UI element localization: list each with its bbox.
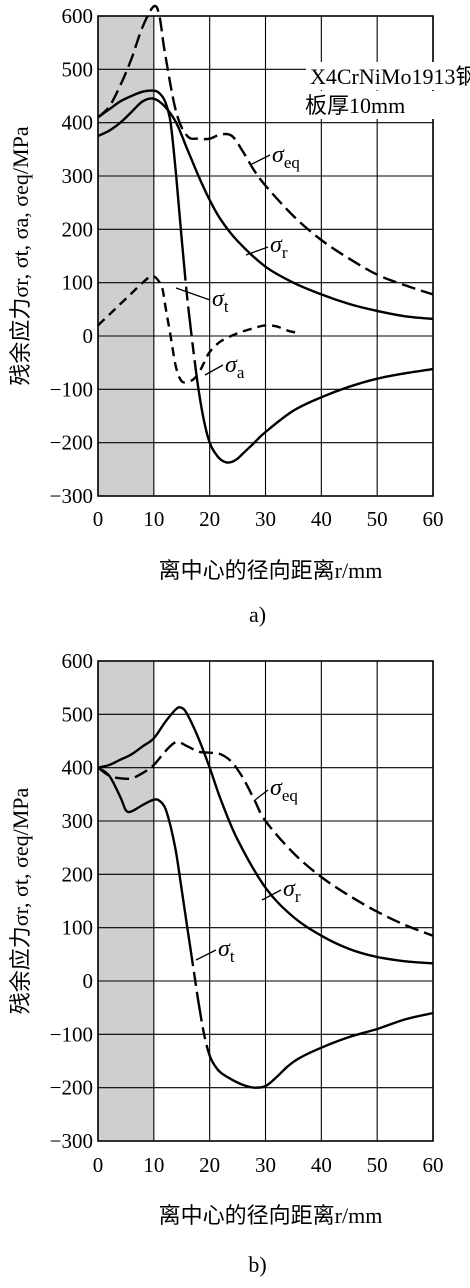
y-tick-label: 300 bbox=[62, 164, 94, 188]
series-line-a bbox=[97, 274, 300, 384]
x-tick-label: 60 bbox=[423, 507, 444, 531]
y-tick-label: 400 bbox=[62, 756, 94, 780]
y-tick-label: −100 bbox=[50, 377, 93, 401]
y-tick-label: 500 bbox=[62, 57, 94, 81]
plot-frame bbox=[97, 660, 434, 1142]
y-tick-label: −300 bbox=[50, 1129, 93, 1153]
x-tick-label: 60 bbox=[423, 1153, 444, 1177]
x-tick-label: 20 bbox=[199, 507, 220, 531]
x-tick-label: 20 bbox=[199, 1153, 220, 1177]
series-line-t bbox=[97, 89, 434, 464]
series-label-eq: σeq bbox=[270, 775, 298, 805]
series-label-leader bbox=[204, 364, 224, 376]
series-label-leader bbox=[254, 789, 269, 801]
x-tick-label: 10 bbox=[143, 1153, 164, 1177]
y-tick-label: −200 bbox=[50, 1076, 93, 1100]
y-axis-label: 残余应力σr, σt, σa, σeq/MPa bbox=[8, 126, 33, 385]
y-tick-label: 100 bbox=[62, 271, 94, 295]
series-line-r bbox=[97, 706, 434, 965]
annotation-bg bbox=[301, 91, 451, 119]
annotation-bg bbox=[306, 62, 456, 90]
x-tick-label: 40 bbox=[311, 507, 332, 531]
shaded-region bbox=[98, 16, 154, 496]
x-tick-label: 40 bbox=[311, 1153, 332, 1177]
series-label-a: σa bbox=[225, 352, 245, 382]
x-tick-label: 30 bbox=[255, 507, 276, 531]
y-tick-label: −100 bbox=[50, 1022, 93, 1046]
series-line-eq bbox=[97, 4, 434, 296]
series-label-leader bbox=[175, 287, 211, 301]
series-line-t bbox=[97, 766, 434, 1089]
series-label-r: σr bbox=[270, 232, 288, 262]
series-label-eq: σeq bbox=[272, 142, 300, 172]
x-tick-label: 50 bbox=[367, 507, 388, 531]
panel-label: b) bbox=[248, 1252, 266, 1277]
y-tick-label: 600 bbox=[62, 649, 94, 673]
series-label-t: σt bbox=[218, 936, 235, 966]
x-tick-label: 50 bbox=[367, 1153, 388, 1177]
y-tick-label: 500 bbox=[62, 702, 94, 726]
series-label-r: σr bbox=[283, 876, 301, 906]
panel-label: a) bbox=[249, 602, 266, 627]
x-tick-label: 0 bbox=[93, 1153, 104, 1177]
y-tick-label: 0 bbox=[83, 324, 94, 348]
x-axis-label: 离中心的径向距离r/mm bbox=[159, 558, 383, 583]
x-axis-label: 离中心的径向距离r/mm bbox=[159, 1203, 383, 1228]
series-label-leader bbox=[195, 949, 217, 961]
y-tick-label: 200 bbox=[62, 217, 94, 241]
annotation-text: X4CrNiMo1913钢 bbox=[310, 64, 470, 89]
y-tick-label: −300 bbox=[50, 484, 93, 508]
y-tick-label: 400 bbox=[62, 111, 94, 135]
x-tick-label: 0 bbox=[93, 507, 104, 531]
y-tick-label: 600 bbox=[62, 4, 94, 28]
series-label-t: σt bbox=[212, 286, 229, 316]
y-axis-label: 残余应力σr, σt, σeq/MPa bbox=[8, 787, 33, 1014]
y-tick-label: 300 bbox=[62, 809, 94, 833]
series-label-leader bbox=[245, 246, 269, 256]
series-label-leader bbox=[249, 154, 271, 166]
series-line-eq bbox=[97, 740, 434, 937]
annotation-text: 板厚10mm bbox=[305, 93, 405, 118]
y-tick-label: 100 bbox=[62, 916, 94, 940]
shaded-region bbox=[98, 661, 154, 1141]
y-tick-label: 0 bbox=[83, 969, 94, 993]
x-tick-label: 30 bbox=[255, 1153, 276, 1177]
x-tick-label: 10 bbox=[143, 507, 164, 531]
y-tick-label: −200 bbox=[50, 431, 93, 455]
plot-frame bbox=[97, 15, 434, 497]
series-label-leader bbox=[261, 889, 282, 901]
series-line-r bbox=[97, 97, 434, 321]
y-tick-label: 200 bbox=[62, 862, 94, 886]
